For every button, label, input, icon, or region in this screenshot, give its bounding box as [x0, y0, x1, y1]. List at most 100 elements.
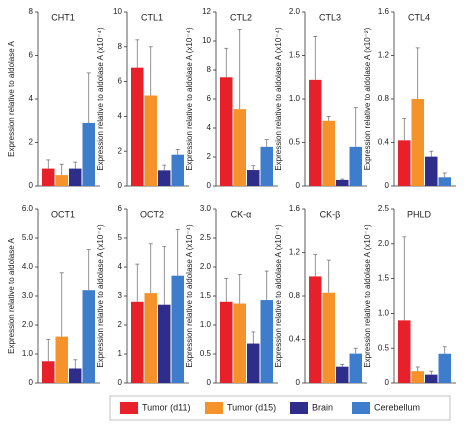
y-axis-label: Expression relative to aldolase A (x10⁻²…: [363, 27, 372, 170]
legend-label: Brain: [312, 402, 333, 412]
y-axis-label: Expression relative to aldolase A (x10⁻⁴…: [274, 27, 283, 171]
y-tick-label: 0.4: [378, 138, 390, 147]
panel-title: CTL3: [319, 12, 341, 22]
bar: [55, 175, 68, 186]
legend-label: Tumor (d11): [142, 402, 191, 412]
bar: [336, 179, 349, 186]
bar: [411, 371, 424, 383]
legend-swatch: [120, 402, 138, 414]
y-tick-label: 0: [385, 181, 390, 190]
bar: [438, 177, 451, 186]
y-tick-label: 4: [118, 112, 123, 121]
y-tick-label: 6: [118, 77, 123, 86]
y-tick-label: 0.8: [378, 94, 390, 103]
bar: [438, 353, 451, 383]
bar: [158, 170, 171, 186]
y-tick-label: 4: [118, 262, 123, 271]
y-tick-label: 2.5: [200, 233, 212, 242]
panel-title: CK-β: [320, 209, 341, 219]
bar: [171, 154, 184, 186]
y-axis-label: Expression relative to aldolase A (x10⁻⁴…: [96, 224, 105, 368]
bar: [158, 304, 171, 383]
y-tick-label: 12: [202, 7, 211, 16]
bar: [322, 120, 335, 186]
y-tick-label: 6: [118, 204, 123, 213]
bar: [322, 292, 335, 383]
bar: [82, 290, 95, 383]
y-tick-label: 6: [207, 94, 212, 103]
y-tick-label: 3.0: [200, 204, 212, 213]
legend-box: [109, 395, 451, 421]
bar: [144, 95, 157, 186]
y-tick-label: 2: [29, 138, 34, 147]
y-tick-label: 3: [118, 291, 123, 300]
bar: [233, 303, 246, 383]
y-tick-label: 5: [118, 233, 123, 242]
y-tick-label: 4: [207, 123, 212, 132]
y-tick-label: 1.5: [289, 51, 301, 60]
y-axis-label: Expression relative to aldolase A: [7, 238, 16, 354]
y-axis-label: Expression relative to aldolase A (x10⁻⁴…: [185, 27, 194, 171]
y-tick-label: 3.0: [22, 291, 34, 300]
y-tick-label: 1.6: [289, 204, 301, 213]
y-tick-label: 0: [207, 378, 212, 387]
y-axis-label: Expression relative to aldolase A (x10⁻⁴…: [185, 224, 194, 368]
y-tick-label: 1.5: [378, 274, 390, 283]
panel-title: CTL2: [230, 12, 252, 22]
bar: [309, 79, 322, 186]
y-tick-label: 0: [118, 378, 123, 387]
y-tick-label: 2.0: [22, 320, 34, 329]
y-tick-label: 6: [29, 51, 34, 60]
y-tick-label: 1.0: [22, 349, 34, 358]
panel-title: CHT1: [51, 12, 75, 22]
y-axis-label: Expression relative to aldolase A: [7, 41, 16, 157]
y-tick-label: 4: [29, 94, 34, 103]
y-tick-label: 8: [118, 42, 123, 51]
bar: [336, 366, 349, 383]
legend-swatch: [352, 402, 370, 414]
y-axis-label: Expression relative to aldolase A (x10⁻⁴…: [274, 224, 283, 368]
bar: [220, 301, 233, 383]
bar: [260, 300, 273, 383]
y-tick-label: 8: [207, 65, 212, 74]
y-tick-label: 2.0: [200, 262, 212, 271]
legend-label: Tumor (d15): [227, 402, 276, 412]
bar: [55, 336, 68, 383]
y-tick-label: 0: [296, 181, 301, 190]
bar: [131, 301, 144, 383]
y-axis-label: Expression relative to aldolase A (x10⁻⁴…: [363, 224, 372, 368]
y-tick-label: 1.2: [378, 51, 390, 60]
y-tick-label: 1.2: [289, 248, 301, 257]
bar: [247, 170, 260, 186]
y-tick-label: 10: [202, 36, 211, 45]
bar: [247, 343, 260, 383]
bar: [69, 168, 82, 186]
y-tick-label: 0.5: [378, 343, 390, 352]
panel-title: CK-α: [231, 209, 252, 219]
legend-swatch: [205, 402, 223, 414]
y-tick-label: 0.4: [289, 335, 301, 344]
bar: [309, 276, 322, 383]
y-tick-label: 0: [296, 378, 301, 387]
y-tick-label: 0.5: [289, 138, 301, 147]
panel-title: PHLD: [407, 209, 432, 219]
y-tick-label: 0: [118, 181, 123, 190]
bar: [171, 275, 184, 383]
y-tick-label: 1: [118, 349, 123, 358]
y-tick-label: 8: [29, 7, 34, 16]
y-tick-label: 0.8: [289, 291, 301, 300]
y-tick-label: 0: [385, 378, 390, 387]
y-tick-label: 0: [207, 181, 212, 190]
bar: [131, 67, 144, 186]
y-tick-label: 6.0: [22, 204, 34, 213]
y-tick-label: 0: [29, 378, 34, 387]
bar: [233, 109, 246, 186]
y-tick-label: 1.6: [378, 7, 390, 16]
bar: [425, 374, 438, 383]
bar: [411, 99, 424, 186]
bar: [220, 77, 233, 186]
y-tick-label: 0.5: [200, 349, 212, 358]
y-tick-label: 10: [113, 7, 122, 16]
bar: [42, 168, 55, 186]
panel-title: CTL4: [408, 12, 430, 22]
